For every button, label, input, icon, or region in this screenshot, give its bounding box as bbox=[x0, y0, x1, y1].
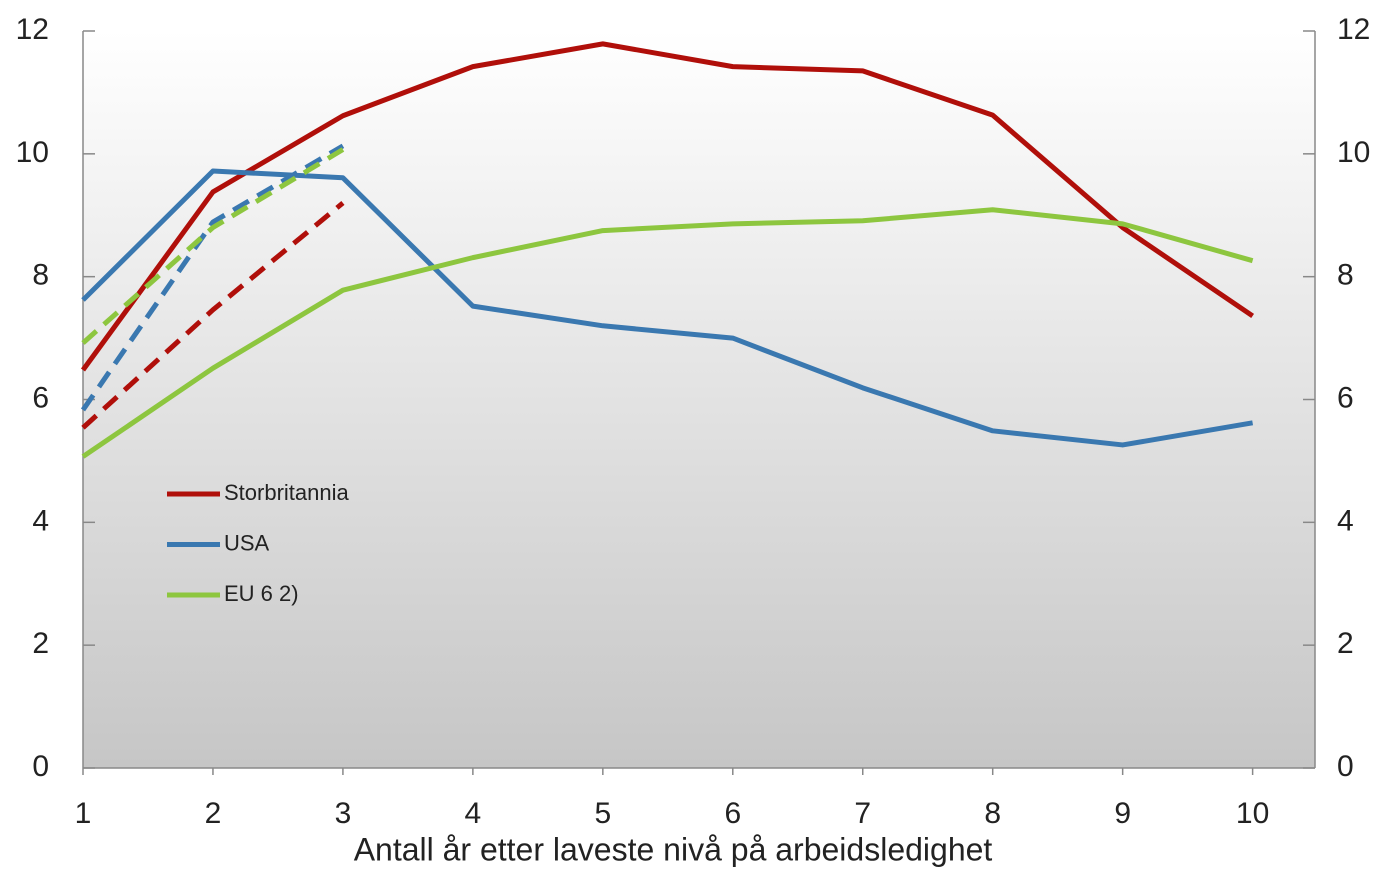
y2-tick-label: 8 bbox=[1337, 259, 1354, 292]
x-tick-label: 1 bbox=[75, 797, 92, 830]
x-tick-label: 10 bbox=[1236, 797, 1269, 830]
y2-tick-label: 2 bbox=[1337, 627, 1354, 660]
legend-label: EU 6 2) bbox=[224, 581, 299, 606]
y2-tick-label: 4 bbox=[1337, 504, 1354, 537]
y-tick-label: 10 bbox=[16, 136, 49, 169]
y-tick-label: 4 bbox=[32, 504, 49, 537]
plot-area bbox=[83, 31, 1315, 768]
y-tick-label: 12 bbox=[16, 13, 49, 46]
series-line bbox=[81, 168, 1254, 448]
x-tick-label: 8 bbox=[984, 797, 1001, 830]
series-line bbox=[81, 207, 1254, 459]
dashed-line bbox=[80, 143, 345, 412]
dashed-line bbox=[81, 147, 345, 345]
legend-label: USA bbox=[224, 530, 270, 555]
x-tick-label: 6 bbox=[724, 797, 741, 830]
y2-tick-label: 6 bbox=[1337, 381, 1354, 414]
y-tick-label: 8 bbox=[32, 259, 49, 292]
legend-label: Storbritannia bbox=[224, 480, 350, 505]
series-line bbox=[80, 41, 1255, 372]
y-tick-label: 2 bbox=[32, 627, 49, 660]
y2-tick-label: 12 bbox=[1337, 13, 1370, 46]
x-tick-label: 3 bbox=[335, 797, 352, 830]
x-tick-label: 4 bbox=[465, 797, 482, 830]
x-tick-label: 7 bbox=[854, 797, 871, 830]
y2-tick-label: 10 bbox=[1337, 136, 1370, 169]
x-tick-label: 9 bbox=[1114, 797, 1131, 830]
y2-tick-label: 0 bbox=[1337, 750, 1354, 783]
y-tick-label: 0 bbox=[32, 750, 49, 783]
dashed-line bbox=[81, 201, 345, 430]
x-tick-label: 5 bbox=[594, 797, 611, 830]
x-tick-label: 2 bbox=[205, 797, 222, 830]
y-tick-label: 6 bbox=[32, 381, 49, 414]
x-axis-label: Antall år etter laveste nivå på arbeidsl… bbox=[354, 831, 993, 867]
